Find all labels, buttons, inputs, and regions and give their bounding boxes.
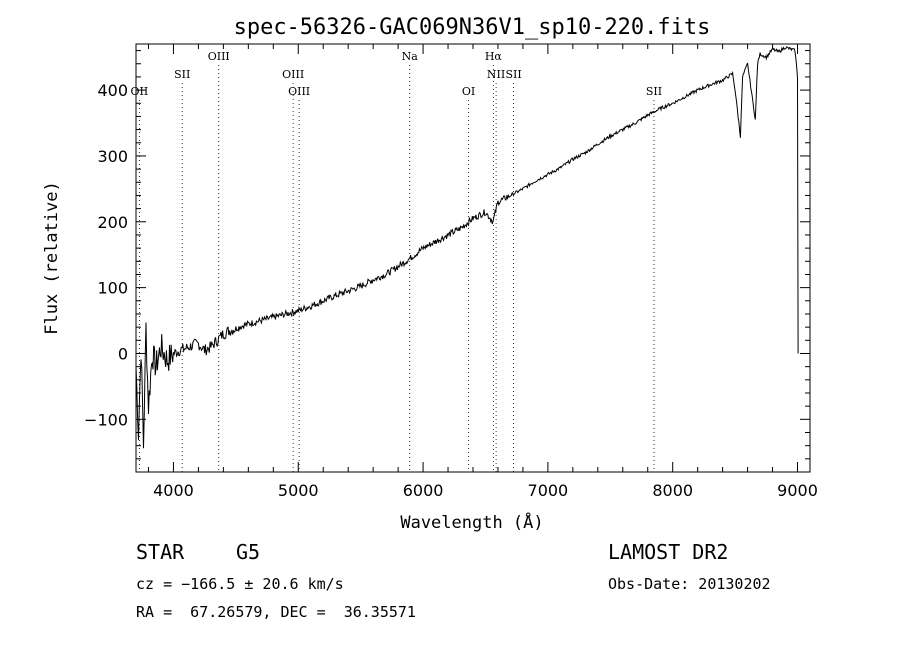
emission-line-label: OIII <box>288 85 310 98</box>
emission-line-label: OI <box>462 85 475 98</box>
emission-line-label: OIII <box>208 50 230 63</box>
y-tick-label: 100 <box>97 279 128 298</box>
x-tick-label: 4000 <box>153 481 194 500</box>
x-tick-label: 8000 <box>652 481 693 500</box>
coordinates-text: RA = 67.26579, DEC = 36.35571 <box>136 603 416 621</box>
object-subclass: G5 <box>236 540 261 564</box>
emission-line-label: Hα <box>485 50 503 63</box>
y-tick-label: 400 <box>97 81 128 100</box>
emission-line-label: SII <box>646 85 662 98</box>
redshift-text: cz = −166.5 ± 20.6 km/s <box>136 575 344 593</box>
emission-line-label: Na <box>402 50 419 63</box>
emission-line-label: OIII <box>282 68 304 81</box>
plot-frame <box>135 43 811 473</box>
emission-line-label: OII <box>131 85 149 98</box>
y-tick-label: −100 <box>84 410 128 429</box>
survey-label: LAMOST DR2 <box>608 540 729 564</box>
emission-line-label: SII <box>505 68 521 81</box>
y-tick-label: 200 <box>97 213 128 232</box>
x-tick-label: 6000 <box>403 481 444 500</box>
object-class: STAR <box>136 540 185 564</box>
x-axis-label: Wavelength (Å) <box>400 511 543 533</box>
emission-line-label: SII <box>174 68 190 81</box>
axes: 4000 5000 6000 7000 8000 9000 −100 0 100 200 300 40… <box>84 44 818 500</box>
obs-date: Obs-Date: 20130202 <box>608 575 771 593</box>
chart-title: spec-56326-GAC069N36V1_sp10-220.fits <box>234 15 711 40</box>
x-tick-label: 7000 <box>528 481 569 500</box>
emission-line-label: NII <box>487 68 505 81</box>
spectrum-line <box>135 46 799 449</box>
x-tick-label: 5000 <box>278 481 319 500</box>
y-tick-label: 300 <box>97 147 128 166</box>
y-axis-label: Flux (relative) <box>42 181 62 335</box>
x-tick-label: 9000 <box>777 481 818 500</box>
y-tick-label: 0 <box>118 344 128 363</box>
